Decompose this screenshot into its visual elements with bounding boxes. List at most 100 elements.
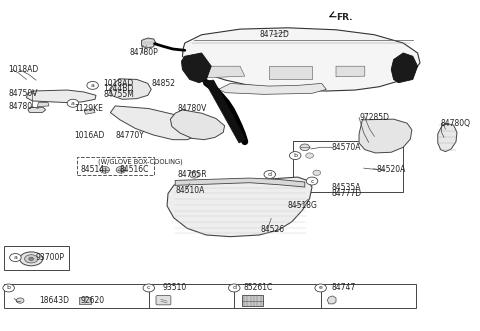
Text: 84520A: 84520A xyxy=(377,165,406,174)
Text: 84780: 84780 xyxy=(9,102,33,111)
Polygon shape xyxy=(110,79,151,99)
Text: 84780Q: 84780Q xyxy=(441,118,470,128)
Text: 93700P: 93700P xyxy=(36,253,65,262)
Circle shape xyxy=(264,170,276,178)
Circle shape xyxy=(289,152,301,160)
Bar xyxy=(242,295,263,306)
Polygon shape xyxy=(84,109,95,114)
Circle shape xyxy=(306,177,318,185)
Text: a: a xyxy=(71,101,75,106)
Polygon shape xyxy=(391,53,418,83)
Text: 93510: 93510 xyxy=(162,283,187,293)
Polygon shape xyxy=(170,110,225,140)
Polygon shape xyxy=(182,28,420,91)
Circle shape xyxy=(306,153,313,158)
Text: c: c xyxy=(310,178,314,184)
Text: 84510A: 84510A xyxy=(175,186,204,196)
Circle shape xyxy=(119,168,123,171)
Text: 84514: 84514 xyxy=(81,165,105,174)
Polygon shape xyxy=(269,66,312,79)
Polygon shape xyxy=(202,80,246,143)
Circle shape xyxy=(87,81,98,89)
Circle shape xyxy=(194,121,204,127)
Text: 84526: 84526 xyxy=(261,224,285,234)
Polygon shape xyxy=(110,106,199,140)
Polygon shape xyxy=(336,66,365,77)
Circle shape xyxy=(102,168,107,171)
Polygon shape xyxy=(142,38,156,48)
Text: 84750V: 84750V xyxy=(9,89,38,98)
Ellipse shape xyxy=(20,252,43,266)
Text: e: e xyxy=(319,285,323,291)
Bar xyxy=(293,141,403,192)
Circle shape xyxy=(65,93,74,99)
Text: d: d xyxy=(268,172,272,177)
Text: 84852: 84852 xyxy=(151,79,175,88)
Text: a: a xyxy=(91,83,95,88)
Text: (W/GLOVE BOX-COOLING): (W/GLOVE BOX-COOLING) xyxy=(98,159,183,166)
Text: 1244BD: 1244BD xyxy=(103,84,133,93)
Text: 85261C: 85261C xyxy=(244,283,273,293)
Text: b: b xyxy=(7,285,11,291)
Circle shape xyxy=(375,131,393,143)
Bar xyxy=(79,297,91,304)
Text: 84765R: 84765R xyxy=(178,170,207,179)
Bar xyxy=(4,284,416,308)
Polygon shape xyxy=(175,178,305,187)
Text: 84747: 84747 xyxy=(331,283,356,293)
Text: 84780P: 84780P xyxy=(130,48,158,58)
Circle shape xyxy=(116,166,126,173)
Text: 1018AD: 1018AD xyxy=(103,79,133,88)
Polygon shape xyxy=(218,83,326,94)
Circle shape xyxy=(313,170,321,175)
Circle shape xyxy=(379,134,389,141)
Circle shape xyxy=(16,298,24,303)
Circle shape xyxy=(29,257,34,260)
Circle shape xyxy=(3,284,14,292)
Circle shape xyxy=(230,71,240,78)
Circle shape xyxy=(124,85,137,95)
Text: 1018AD: 1018AD xyxy=(9,65,39,74)
Polygon shape xyxy=(28,107,46,113)
Circle shape xyxy=(127,88,134,92)
Text: b: b xyxy=(293,153,297,158)
Text: 84755M: 84755M xyxy=(103,90,134,99)
Circle shape xyxy=(190,171,199,178)
Text: 84770Y: 84770Y xyxy=(115,131,144,140)
FancyBboxPatch shape xyxy=(156,296,171,305)
Polygon shape xyxy=(438,123,457,152)
Text: 1016AD: 1016AD xyxy=(74,131,105,140)
Circle shape xyxy=(300,144,310,151)
Circle shape xyxy=(100,166,109,173)
Polygon shape xyxy=(181,53,211,83)
Circle shape xyxy=(315,284,326,292)
Text: 92620: 92620 xyxy=(81,296,105,305)
Circle shape xyxy=(10,254,21,261)
Polygon shape xyxy=(359,119,412,153)
Text: FR.: FR. xyxy=(336,13,352,22)
Text: 84516C: 84516C xyxy=(120,165,149,174)
Polygon shape xyxy=(37,103,49,107)
Text: a: a xyxy=(13,255,17,260)
Polygon shape xyxy=(26,90,96,103)
Polygon shape xyxy=(206,66,245,78)
Circle shape xyxy=(228,284,240,292)
Text: d: d xyxy=(232,285,236,291)
Text: 84712D: 84712D xyxy=(259,30,289,39)
Circle shape xyxy=(143,284,155,292)
Circle shape xyxy=(67,99,79,107)
Text: 84777D: 84777D xyxy=(331,189,361,198)
Polygon shape xyxy=(167,177,312,237)
Text: 1129KE: 1129KE xyxy=(74,104,103,113)
Polygon shape xyxy=(327,296,336,304)
Text: c: c xyxy=(147,285,151,291)
Circle shape xyxy=(307,178,315,184)
Text: 84518G: 84518G xyxy=(288,201,318,211)
Bar xyxy=(4,246,69,270)
Text: 97285D: 97285D xyxy=(359,113,389,122)
Bar xyxy=(77,157,154,175)
Text: 84570A: 84570A xyxy=(331,143,360,152)
Text: 18643D: 18643D xyxy=(39,296,69,305)
Text: 84535A: 84535A xyxy=(331,182,360,192)
Ellipse shape xyxy=(24,255,38,263)
